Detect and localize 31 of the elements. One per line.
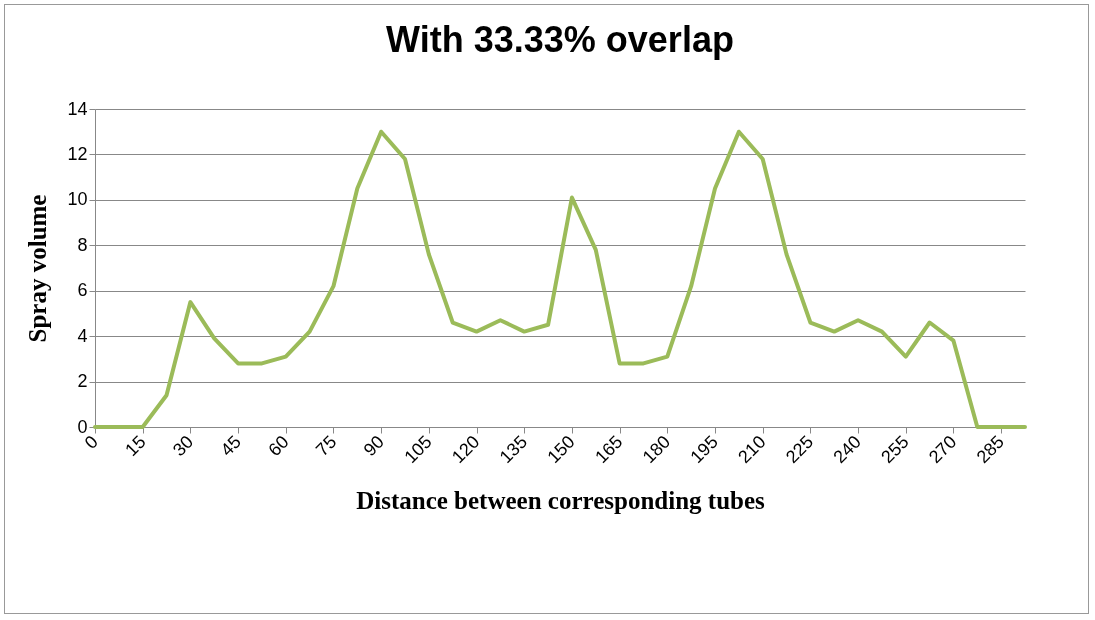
x-tick-label: 120	[448, 431, 484, 468]
x-tick-label: 270	[924, 431, 961, 468]
x-tick-label: 195	[686, 431, 722, 468]
x-tick-label: 15	[121, 431, 150, 461]
y-tick-label: 0	[77, 416, 88, 437]
x-tick-label: 180	[638, 431, 675, 468]
x-tick-label: 90	[359, 431, 389, 461]
y-tick-label: 14	[67, 98, 88, 119]
x-tick-label: 45	[216, 431, 245, 461]
chart-title: With 33.33% overlap	[386, 19, 734, 60]
x-tick-label: 225	[781, 431, 818, 468]
y-tick-label: 8	[77, 234, 88, 255]
x-tick-label: 285	[972, 431, 1009, 468]
x-tick-label: 255	[877, 431, 913, 468]
x-tick-label: 30	[168, 431, 198, 461]
y-tick-label: 12	[67, 143, 88, 164]
x-axis-title: Distance between corresponding tubes	[356, 487, 766, 515]
x-tick-label: 165	[591, 431, 627, 468]
x-tick-label: 60	[264, 431, 293, 461]
x-tick-label: 75	[312, 431, 341, 461]
y-tick-label: 10	[67, 189, 88, 210]
y-tick-label: 4	[77, 325, 88, 346]
x-tick-label: 210	[734, 431, 770, 468]
x-tick-label: 240	[829, 431, 865, 468]
line-series	[93, 129, 1027, 429]
y-axis-title: Spray volume	[24, 194, 52, 343]
x-tick-label: 150	[543, 431, 579, 468]
y-tick-label: 6	[77, 280, 88, 301]
x-tick-label: 105	[400, 431, 436, 468]
y-tick-label: 2	[77, 371, 88, 392]
x-tick-label: 135	[495, 431, 532, 468]
